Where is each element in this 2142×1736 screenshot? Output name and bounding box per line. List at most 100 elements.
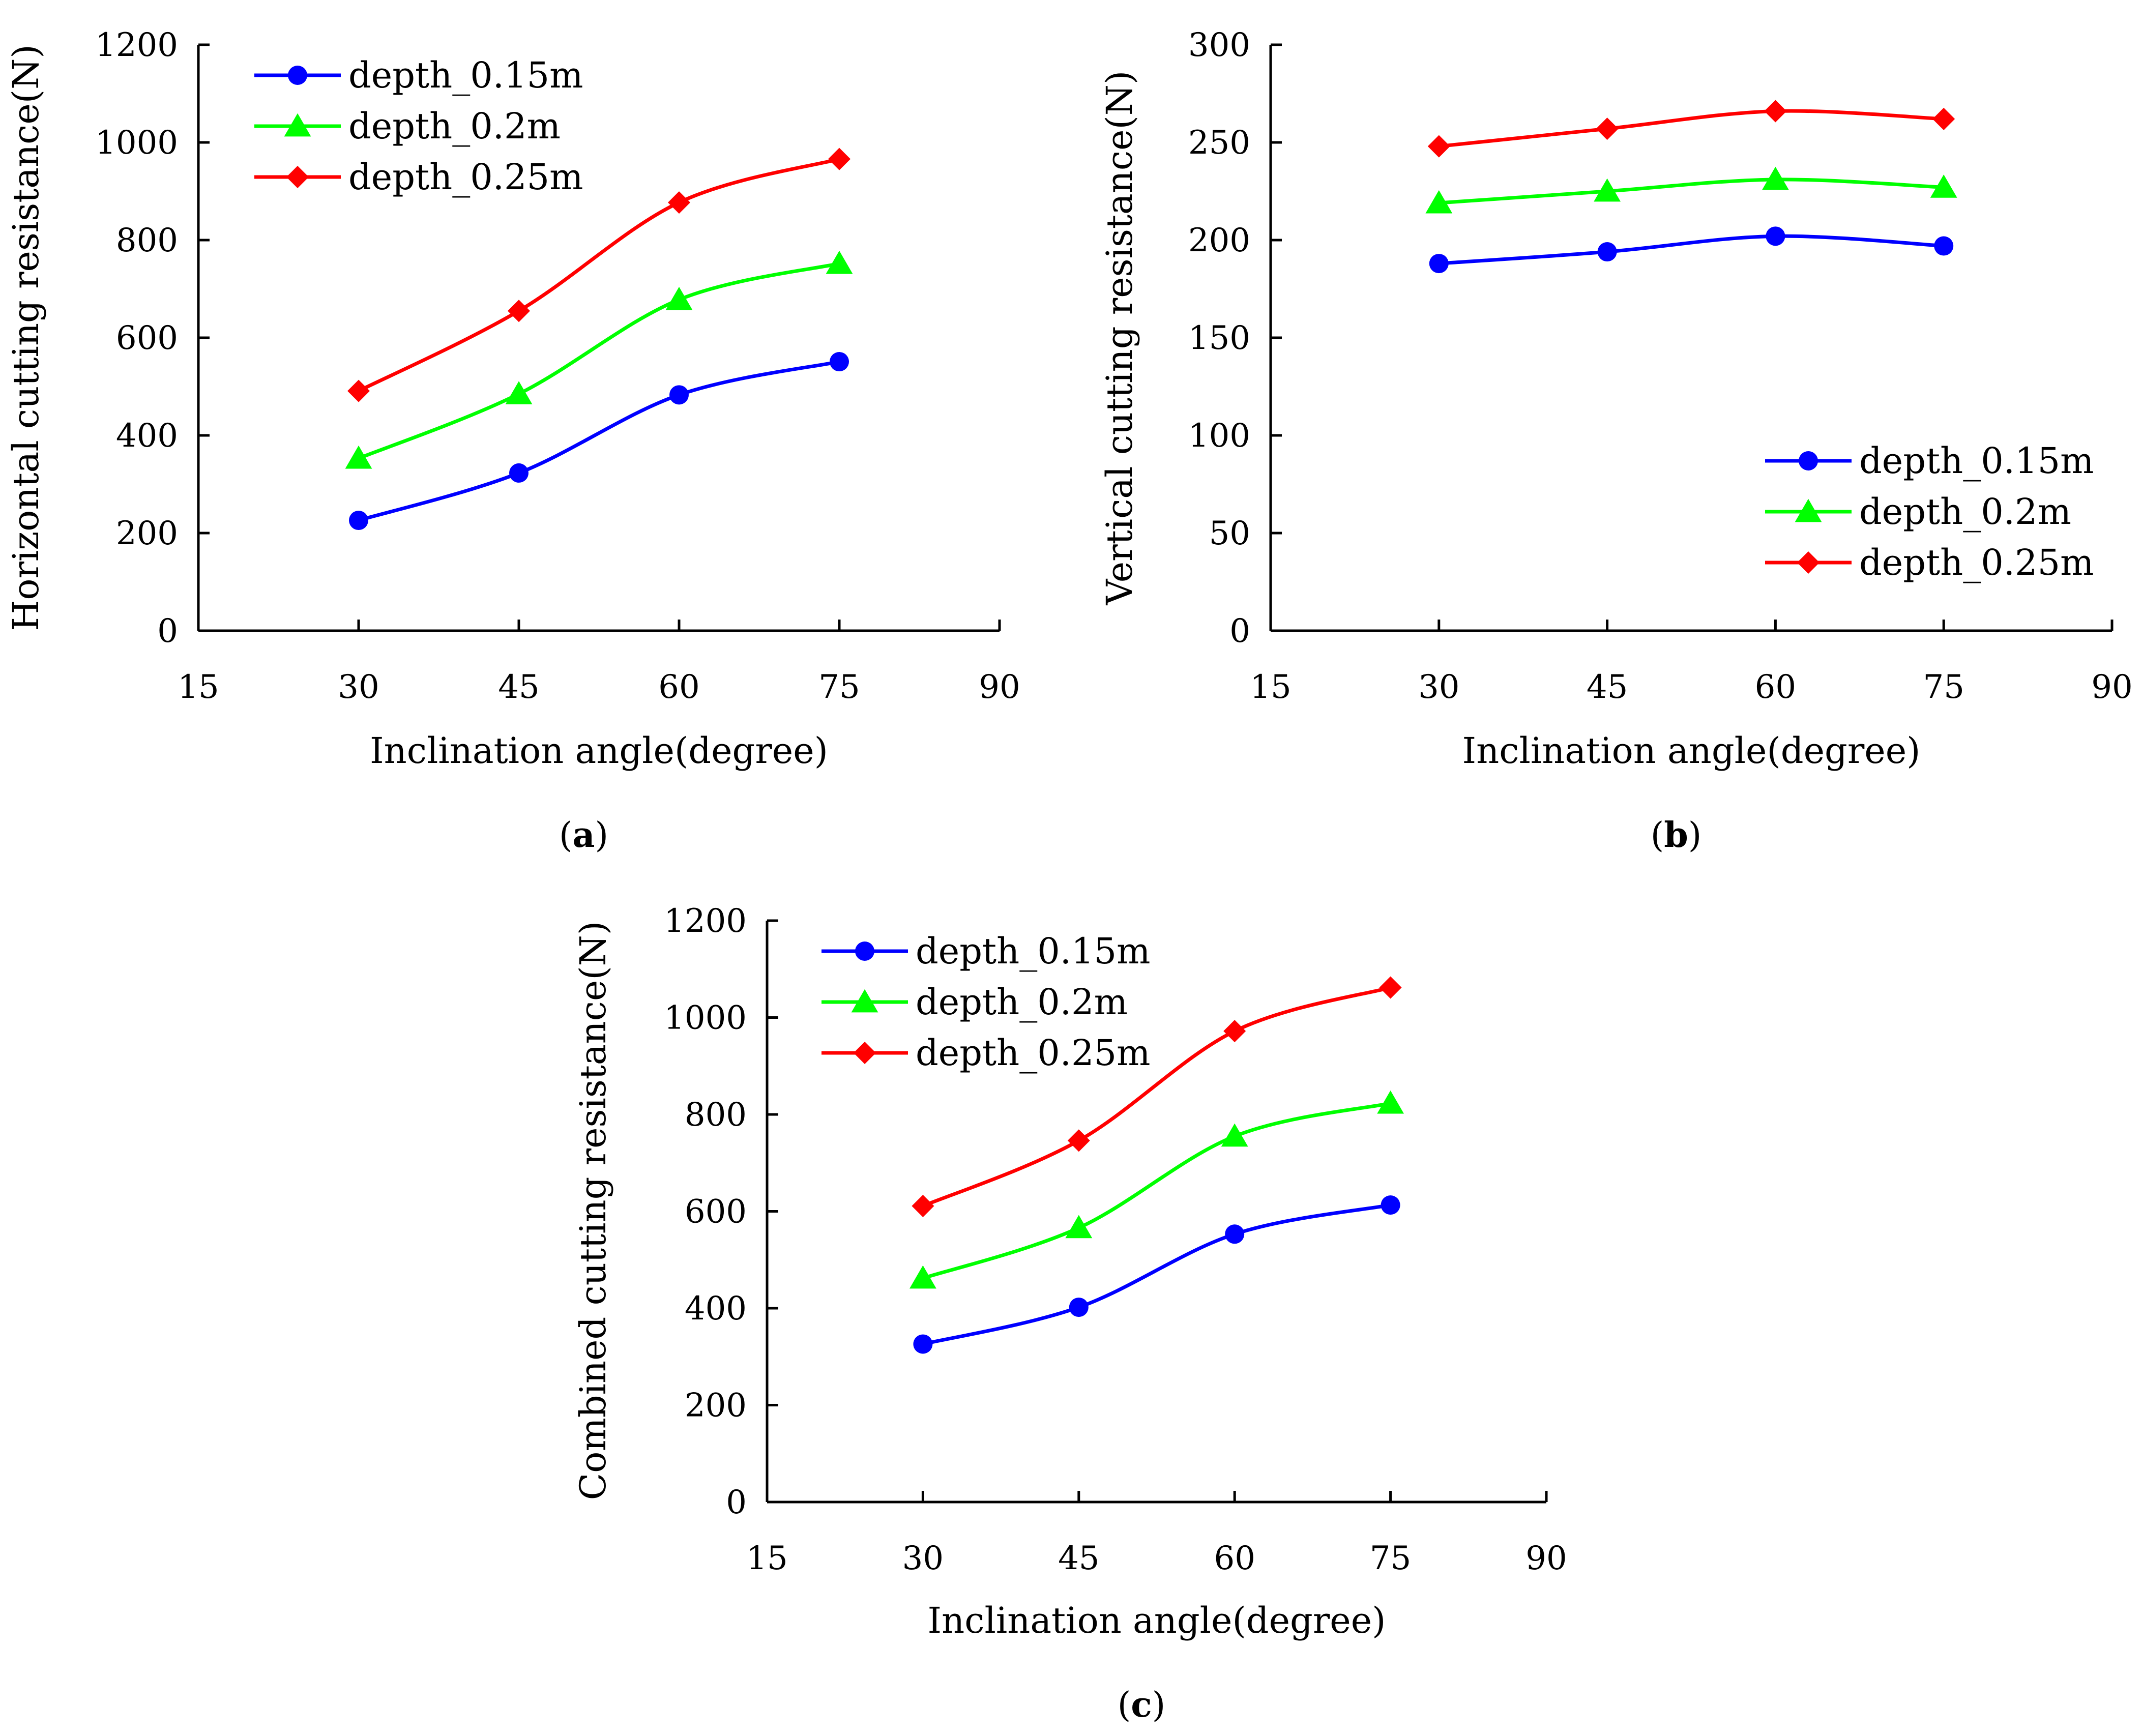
x-tick-label: 15 (1250, 668, 1291, 706)
y-tick-label: 0 (157, 612, 178, 650)
data-point (1594, 178, 1621, 202)
legend-label: depth_0.2m (916, 981, 1128, 1023)
y-tick-label: 600 (116, 319, 178, 357)
x-axis-label: Inclination angle(degree) (1462, 730, 1921, 772)
legend-label: depth_0.25m (1859, 542, 2094, 583)
y-tick-label: 100 (1188, 417, 1250, 455)
data-point (1762, 166, 1789, 190)
data-point (349, 511, 368, 531)
series-line (1439, 178, 1944, 205)
x-tick-label: 90 (1525, 1540, 1567, 1577)
data-point (509, 463, 529, 483)
x-axis-label: Inclination angle(degree) (370, 730, 828, 772)
data-point (1381, 1195, 1400, 1215)
panel-label: (a) (559, 815, 608, 856)
legend-entry: depth_0.25m (821, 1032, 1151, 1074)
series-depth_0.15m (349, 352, 849, 531)
x-tick-label: 75 (1923, 668, 1964, 706)
legend-marker (851, 989, 878, 1013)
x-tick-label: 60 (1755, 668, 1796, 706)
y-axis-label: Vertical cutting resistance(N) (1099, 71, 1140, 606)
panel-label-letter: b (1664, 815, 1688, 856)
x-tick-label: 15 (746, 1540, 787, 1577)
data-point (828, 148, 850, 170)
legend-entry: depth_0.2m (821, 981, 1128, 1023)
x-tick-label: 30 (338, 668, 379, 706)
x-tick-label: 90 (2091, 668, 2132, 706)
legend-label: depth_0.15m (916, 930, 1151, 972)
x-tick-label: 75 (1370, 1540, 1411, 1577)
x-tick-label: 60 (658, 668, 699, 706)
legend-marker (854, 1042, 876, 1064)
x-tick-label: 15 (178, 668, 219, 706)
series-depth_0.2m (909, 1090, 1404, 1289)
y-tick-label: 800 (685, 1096, 747, 1134)
data-point (1221, 1123, 1248, 1147)
panel-label-letter: a (572, 815, 595, 856)
data-point (668, 191, 690, 214)
legend-label: depth_0.15m (348, 54, 583, 96)
chart-panel-a: 0 200 400 600 800 1000 1200 15 30 45 60 75 90 Inclina… (5, 26, 1020, 856)
panel-label: (b) (1651, 815, 1702, 856)
x-axis-label: Inclination angle(degree) (928, 1600, 1386, 1641)
panel-label: (c) (1118, 1685, 1165, 1725)
y-tick-label: 200 (1188, 222, 1250, 259)
legend-label: depth_0.25m (916, 1032, 1151, 1074)
series-depth_0.2m (1425, 166, 1957, 214)
series-line (922, 1101, 1391, 1280)
data-point (1596, 117, 1619, 140)
data-point (1427, 135, 1450, 158)
legend-entry: depth_0.25m (254, 156, 583, 198)
data-point (505, 381, 533, 404)
data-point (1766, 226, 1785, 246)
y-axis-label: Combined cutting resistance(N) (572, 921, 614, 1500)
legend-marker (1795, 498, 1822, 522)
y-tick-label: 400 (116, 417, 178, 455)
data-point (830, 352, 849, 372)
chart-panel-b: 0 50 100 150 200 250 300 15 30 45 60 75 90 Inclinatio… (1099, 26, 2133, 856)
series-line (1439, 109, 1944, 149)
legend-marker (1799, 451, 1818, 470)
data-point (345, 445, 372, 469)
legend-entry: depth_0.15m (254, 54, 583, 96)
data-point (669, 385, 689, 405)
chart-panel-c: 0 200 400 600 800 1000 1200 15 30 45 60 75 90 Inclina… (572, 902, 1567, 1725)
data-point (1425, 190, 1453, 214)
y-tick-label: 1200 (664, 902, 747, 940)
series-line (922, 1203, 1391, 1346)
series-depth_0.15m (913, 1195, 1400, 1354)
series-depth_0.15m (1429, 226, 1954, 274)
series-depth_0.25m (347, 148, 850, 402)
y-axis-label: Horizontal cutting resistance(N) (5, 44, 47, 631)
y-tick-label: 800 (116, 222, 178, 259)
y-tick-label: 1200 (95, 26, 178, 64)
legend-entry: depth_0.2m (254, 105, 561, 147)
data-point (1932, 107, 1955, 130)
series-line (358, 360, 840, 522)
legend-label: depth_0.15m (1859, 440, 2094, 482)
y-tick-label: 250 (1188, 124, 1250, 162)
data-point (1067, 1129, 1090, 1152)
legend-marker (855, 941, 874, 961)
data-point (1377, 1090, 1404, 1114)
series-line (358, 261, 840, 460)
data-point (909, 1265, 936, 1289)
x-tick-label: 45 (1058, 1540, 1099, 1577)
data-point (1930, 174, 1957, 198)
legend-label: depth_0.2m (348, 105, 561, 147)
data-point (1069, 1298, 1089, 1317)
data-point (1764, 100, 1787, 123)
series-depth_0.2m (345, 250, 853, 469)
data-point (913, 1334, 933, 1354)
series-line (922, 986, 1391, 1208)
y-tick-label: 600 (685, 1193, 747, 1231)
series-depth_0.25m (912, 976, 1402, 1218)
data-point (912, 1195, 934, 1218)
legend-marker (288, 66, 307, 85)
x-tick-label: 45 (498, 668, 539, 706)
legend-label: depth_0.2m (1859, 491, 2071, 533)
legend-entry: depth_0.25m (1765, 542, 2094, 583)
data-point (1065, 1215, 1093, 1239)
y-tick-label: 200 (685, 1387, 747, 1425)
y-tick-label: 400 (685, 1290, 747, 1328)
